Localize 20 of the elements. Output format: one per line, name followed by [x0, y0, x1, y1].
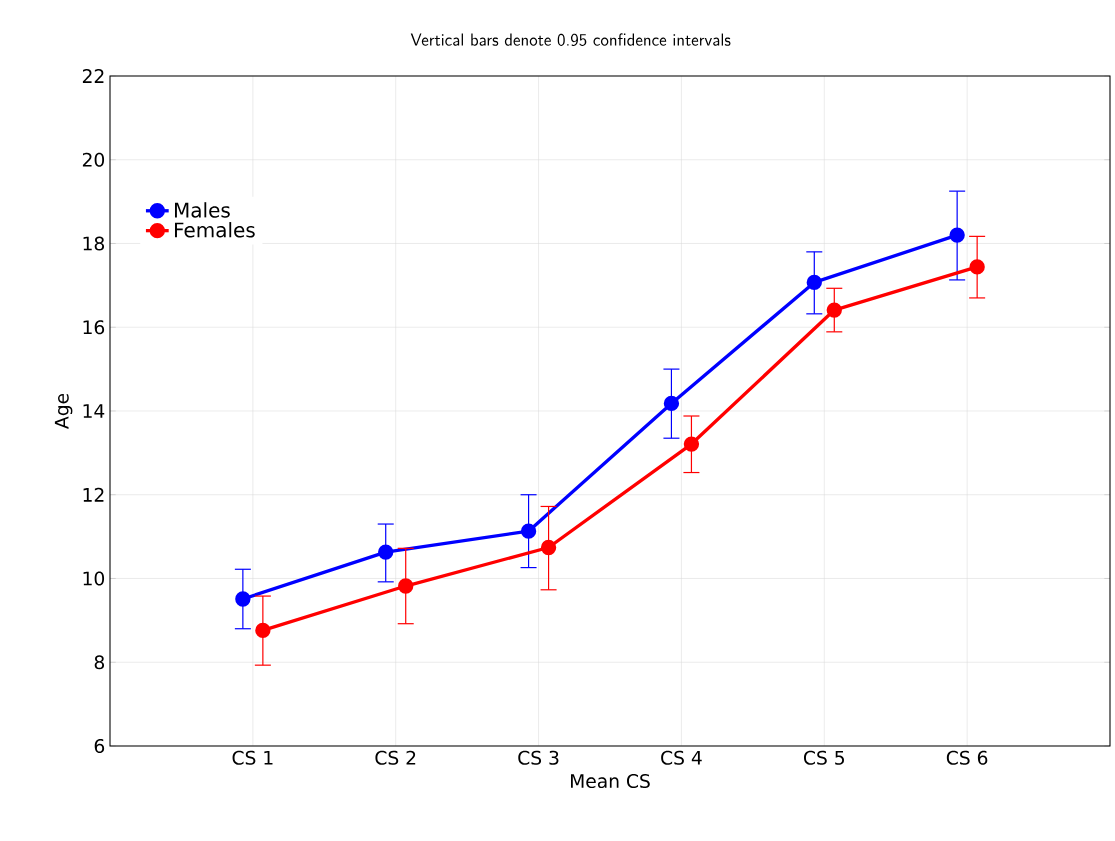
y-tick-label: 14: [83, 404, 105, 418]
y-tick-label: 22: [82, 69, 104, 83]
y-tick-label: 18: [83, 236, 105, 251]
y-tick-label: 6: [94, 738, 105, 754]
legend-label: Females: [175, 222, 255, 238]
legend-label: Males: [175, 202, 230, 218]
y-tick-label: 8: [94, 655, 105, 670]
y-tick-label: 16: [83, 320, 105, 335]
x-tick-label: CS 1: [232, 750, 273, 765]
y-axis-title: Age: [54, 393, 73, 429]
x-tick-label: CS 6: [946, 750, 988, 765]
chart-title: Vertical bars denote 0.95 confidence intervals: [410, 33, 731, 46]
x-tick-label: CS 5: [803, 750, 844, 765]
y-tick-label: 20: [82, 152, 105, 167]
x-tick-label: CS 2: [375, 750, 416, 765]
x-axis-title: Mean CS: [571, 773, 650, 789]
x-tick-label: CS 4: [661, 750, 702, 765]
y-tick-label: 12: [83, 487, 104, 502]
x-tick-label: CS 3: [518, 750, 559, 765]
y-tick-label: 10: [83, 571, 105, 586]
